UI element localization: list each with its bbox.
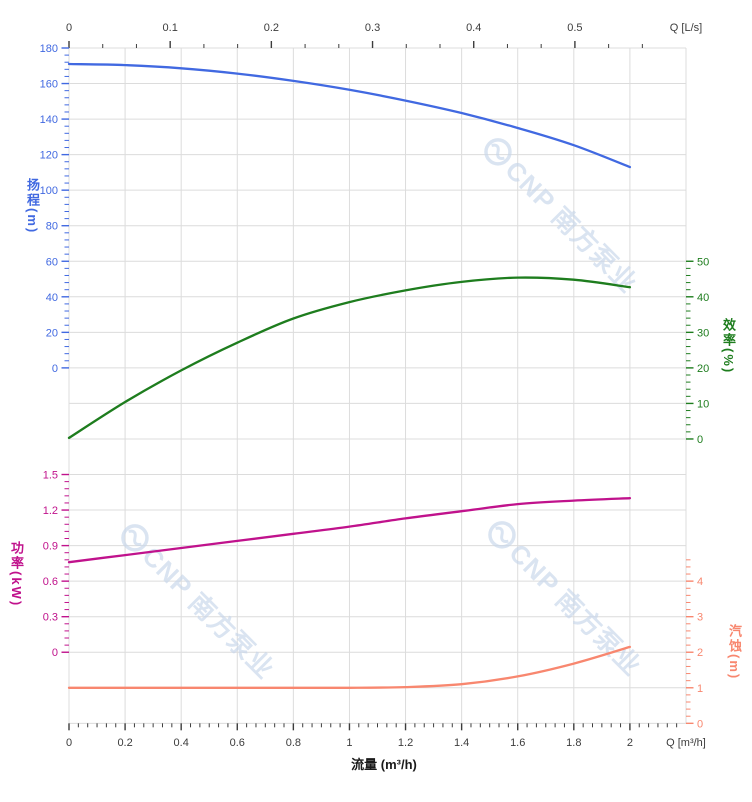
tick-label: 0 — [52, 363, 58, 375]
tick-label: 120 — [40, 150, 58, 162]
tick-label: 140 — [40, 114, 58, 126]
power-curve — [67, 497, 632, 564]
tick-label: 20 — [46, 327, 58, 339]
tick-label: 0.4 — [466, 22, 481, 34]
watermark: CNP 南方泵业 CNP 南方泵业 CNP 南方泵业 — [121, 138, 647, 685]
tick-label: 2 — [627, 737, 633, 749]
tick-label: 60 — [46, 256, 58, 268]
tick-label: 1 — [697, 683, 703, 695]
efficiency-axis-title: 效率(%) — [721, 318, 736, 375]
y-axis-head: 180 160 140 120 100 80 60 40 20 0 — [40, 43, 69, 375]
tick-label: 0.3 — [43, 612, 58, 624]
tick-label: 20 — [697, 363, 709, 375]
tick-label: 0.6 — [230, 737, 245, 749]
watermark-logo: CNP 南方泵业 — [121, 524, 280, 685]
y-axis-npsh: 4 3 2 1 0 — [685, 559, 703, 730]
tick-label: 0.2 — [117, 737, 132, 749]
tick-label: 1.8 — [566, 737, 581, 749]
tick-label: 0.4 — [174, 737, 189, 749]
tick-label: 40 — [46, 292, 58, 304]
tick-label: 180 — [40, 43, 58, 55]
flow-axis-title: 流量 (m³/h) — [351, 757, 417, 772]
tick-label: 0 — [52, 647, 58, 659]
tick-label: 0.6 — [43, 576, 58, 588]
efficiency-curve — [67, 276, 632, 440]
tick-label: 80 — [46, 221, 58, 233]
npsh-curve — [67, 645, 632, 689]
tick-label: 0.2 — [264, 22, 279, 34]
tick-label: 160 — [40, 79, 58, 91]
tick-label: 10 — [697, 398, 709, 410]
tick-label: 0 — [697, 434, 703, 446]
tick-label: CNP 南方泵业 — [136, 541, 280, 685]
tick-label: 4 — [697, 576, 703, 588]
tick-label: 0.9 — [43, 541, 58, 553]
efficiency-curve — [67, 276, 632, 440]
tick-label: 0.1 — [163, 22, 178, 34]
tick-label: 1 — [346, 737, 352, 749]
y-axis-power: 1.5 1.2 0.9 0.6 0.3 0 — [43, 470, 69, 659]
x-axis-top: 0 0.1 0.2 0.3 0.4 0.5 Q [L/s] — [66, 22, 702, 48]
x-axis-bottom: 0 0.2 0.4 0.6 0.8 1 1.2 1.4 1.6 1.8 2 Q [m³/h] 流量 (m… — [66, 723, 706, 772]
power-curve — [67, 497, 632, 564]
tick-label: 1.4 — [454, 737, 469, 749]
tick-label: 0 — [697, 718, 703, 730]
tick-label: 0.5 — [567, 22, 582, 34]
tick-label: 50 — [697, 256, 709, 268]
head-curve — [67, 62, 632, 169]
head-axis-title: 扬程(m) — [25, 178, 40, 235]
tick-label: Q [L/s] — [670, 22, 702, 34]
head-curve — [67, 62, 632, 169]
tick-label: 3 — [697, 612, 703, 624]
tick-label: 0 — [66, 22, 72, 34]
tick-label: 0 — [66, 737, 72, 749]
npsh-axis-title: 汽蚀(m) — [727, 624, 742, 681]
tick-label: 100 — [40, 185, 58, 197]
power-axis-title: 功率(kW) — [9, 541, 24, 608]
tick-label: 2 — [697, 647, 703, 659]
tick-label: 30 — [697, 327, 709, 339]
watermark-logo: CNP 南方泵业 — [488, 521, 647, 682]
y-axis-efficiency: 50 40 30 20 10 0 — [685, 256, 709, 446]
grid — [68, 47, 687, 724]
tick-label: CNP 南方泵业 — [503, 538, 647, 682]
tick-label: 40 — [697, 292, 709, 304]
tick-label: 0.8 — [286, 737, 301, 749]
watermark-logo: CNP 南方泵业 — [484, 138, 643, 299]
npsh-curve — [67, 645, 632, 689]
tick-label: 1.2 — [398, 737, 413, 749]
tick-label: 0.3 — [365, 22, 380, 34]
tick-label: 1.6 — [510, 737, 525, 749]
tick-label: 1.2 — [43, 505, 58, 517]
tick-label: Q [m³/h] — [666, 737, 706, 749]
tick-label: 1.5 — [43, 470, 58, 482]
